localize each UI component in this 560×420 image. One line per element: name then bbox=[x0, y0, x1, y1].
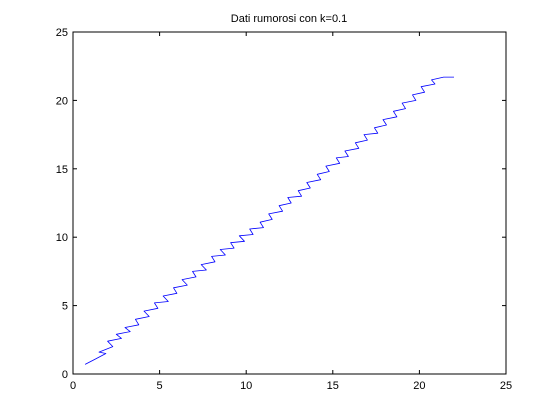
x-tick-label: 25 bbox=[500, 380, 512, 392]
y-tick-label: 0 bbox=[62, 369, 68, 381]
plot-frame bbox=[72, 31, 507, 375]
x-tick-label: 5 bbox=[157, 380, 163, 392]
chart-title: Dati rumorosi con k=0.1 bbox=[231, 13, 347, 25]
x-tick-label: 20 bbox=[413, 380, 425, 392]
series-line bbox=[84, 76, 454, 365]
x-tick-label: 0 bbox=[70, 380, 76, 392]
y-tick-label: 15 bbox=[56, 164, 68, 176]
y-tick-label: 5 bbox=[62, 301, 68, 313]
axes: 0 5 10 15 20 25 0 5 10 15 20 25 bbox=[56, 27, 512, 392]
y-tick-label: 10 bbox=[56, 232, 68, 244]
series-layer bbox=[84, 76, 454, 365]
x-tick-label: 15 bbox=[327, 380, 339, 392]
y-tick-label: 25 bbox=[56, 27, 68, 39]
y-tick-label: 20 bbox=[56, 95, 68, 107]
x-tick-label: 10 bbox=[240, 380, 252, 392]
